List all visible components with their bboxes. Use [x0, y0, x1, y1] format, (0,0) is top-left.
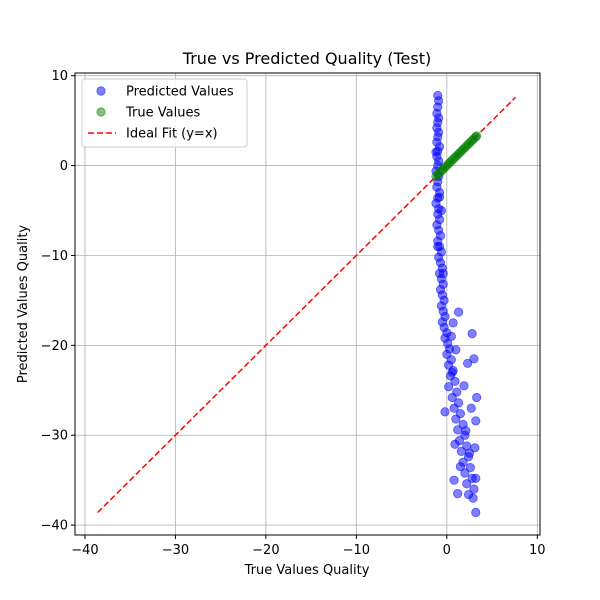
predicted-value-point — [449, 475, 459, 485]
x-tick-label: 10 — [529, 543, 546, 558]
legend-marker — [96, 107, 106, 117]
predicted-value-point — [453, 307, 464, 317]
predicted-value-point — [448, 318, 458, 328]
predicted-value-point — [438, 268, 448, 279]
x-tick-label: −30 — [162, 543, 189, 558]
predicted-value-point — [450, 376, 460, 386]
predicted-value-point — [433, 241, 443, 252]
y-tick-label: −20 — [41, 339, 68, 354]
predicted-value-point — [468, 493, 478, 503]
predicted-value-point — [455, 462, 465, 472]
predicted-value-point — [463, 358, 473, 368]
predicted-value-point — [471, 507, 481, 518]
predicted-value-point — [447, 367, 457, 377]
predicted-value-point — [451, 414, 461, 424]
predicted-value-point — [444, 382, 454, 392]
predicted-value-point — [470, 443, 480, 453]
predicted-value-point — [450, 439, 460, 449]
predicted-value-point — [436, 205, 446, 216]
predicted-value-point — [431, 147, 441, 157]
legend: Predicted Values True Values Ideal Fit (y=… — [81, 78, 248, 148]
predicted-value-point — [451, 345, 461, 355]
scatter-points — [431, 90, 482, 518]
predicted-value-point — [434, 192, 445, 202]
legend-entry-label: Ideal Fit (y=x) — [126, 127, 218, 142]
x-tick-label: 0 — [443, 543, 451, 558]
legend-box — [81, 78, 248, 148]
predicted-value-point — [465, 462, 475, 473]
chart-title: True vs Predicted Quality (Test) — [182, 49, 431, 68]
predicted-value-point — [449, 403, 459, 413]
predicted-value-point — [467, 329, 477, 339]
y-axis-label: Predicted Values Quality — [16, 225, 31, 384]
y-tick-label: −30 — [41, 429, 68, 444]
predicted-value-point — [453, 425, 463, 435]
x-tick-label: −20 — [252, 543, 279, 558]
axis-ticks: −40 −30 −20 −10 0 10 −40 −30 −20 −10 0 10 — [41, 69, 546, 558]
predicted-value-point — [453, 489, 463, 499]
predicted-value-point — [469, 354, 479, 364]
predicted-value-point — [456, 446, 466, 457]
predicted-value-point — [471, 473, 481, 483]
predicted-value-point — [447, 392, 457, 403]
predicted-value-point — [440, 407, 450, 417]
x-axis-label: True Values Quality — [244, 563, 370, 578]
predicted-value-point — [472, 392, 482, 403]
x-tick-label: −10 — [343, 543, 370, 558]
x-tick-label: −40 — [71, 543, 98, 558]
predicted-value-point — [462, 479, 472, 489]
y-tick-label: 10 — [51, 69, 68, 84]
plot-frame — [74, 72, 541, 536]
predicted-value-point — [464, 448, 475, 458]
predicted-value-point — [459, 381, 469, 391]
predicted-value-point — [446, 331, 456, 341]
legend-entry-label: True Values — [125, 106, 200, 121]
predicted-value-point — [471, 416, 481, 426]
predicted-value-point — [461, 426, 471, 436]
predicted-value-point — [469, 484, 479, 494]
y-tick-label: 0 — [60, 159, 68, 174]
legend-entry-label: Predicted Values — [126, 85, 234, 100]
predicted-value-point — [460, 468, 470, 478]
y-tick-label: −10 — [41, 249, 68, 264]
grid-lines — [75, 73, 540, 535]
predicted-value-point — [466, 403, 476, 413]
y-tick-label: −40 — [41, 519, 68, 534]
true-value-point — [472, 131, 482, 141]
legend-marker — [96, 86, 106, 96]
